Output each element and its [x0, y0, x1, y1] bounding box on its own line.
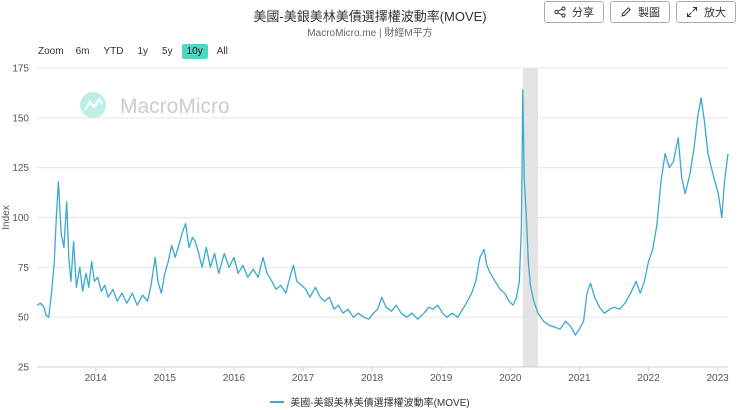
x-tick-label: 2020	[499, 373, 522, 384]
x-tick-label: 2016	[223, 373, 246, 384]
share-icon	[554, 6, 566, 18]
y-axis-title: Index	[1, 205, 12, 229]
x-tick-label: 2017	[292, 373, 315, 384]
y-tick-label: 50	[18, 313, 30, 324]
legend-series-label: 美國-美銀美林美債選擇權波動率(MOVE)	[290, 398, 470, 409]
x-tick-label: 2015	[154, 373, 177, 384]
zoom-all-button[interactable]: All	[216, 46, 228, 57]
legend[interactable]: 美國-美銀美林美債選擇權波動率(MOVE)	[0, 394, 740, 409]
draw-label: 製圖	[638, 7, 660, 19]
share-label: 分享	[572, 7, 594, 19]
series-line-0	[36, 89, 729, 336]
y-tick-label: 100	[12, 213, 29, 224]
y-tick-label: 125	[12, 163, 29, 174]
enlarge-button[interactable]: 放大	[676, 1, 736, 23]
zoom-6m-button[interactable]: 6m	[75, 46, 90, 57]
toolbar: 分享 製圖 放大	[544, 1, 736, 23]
y-tick-label: 150	[12, 113, 29, 124]
x-tick-label: 2018	[361, 373, 384, 384]
y-tick-label: 75	[18, 263, 30, 274]
watermark: MacroMicro	[80, 92, 230, 118]
y-tick-label: 175	[12, 64, 29, 75]
watermark-text: MacroMicro	[120, 95, 230, 118]
draw-button[interactable]: 製圖	[610, 1, 670, 23]
zoom-10y-button[interactable]: 10y	[181, 44, 208, 59]
x-tick-label: 2014	[85, 373, 108, 384]
x-tick-label: 2021	[568, 373, 591, 384]
zoom-1y-button[interactable]: 1y	[137, 46, 149, 57]
zoom-ytd-button[interactable]: YTD	[103, 46, 124, 57]
pencil-icon	[620, 6, 632, 18]
x-tick-label: 2019	[430, 373, 453, 384]
expand-icon	[686, 6, 698, 18]
enlarge-label: 放大	[704, 7, 726, 19]
chart-subtitle: MacroMicro.me | 財經M平方	[307, 28, 433, 39]
zoom-selector: Zoom 6m YTD 1y 5y 10y All	[38, 44, 233, 59]
zoom-5y-button[interactable]: 5y	[162, 46, 173, 57]
share-button[interactable]: 分享	[544, 1, 604, 23]
chart-title: 美國-美銀美林美債選擇權波動率(MOVE)	[253, 9, 487, 24]
legend-line-marker	[270, 400, 285, 403]
zoom-label: Zoom	[38, 46, 64, 57]
y-tick-label: 25	[18, 363, 30, 374]
x-tick-label: 2023	[707, 373, 730, 384]
x-tick-label: 2022	[637, 373, 660, 384]
